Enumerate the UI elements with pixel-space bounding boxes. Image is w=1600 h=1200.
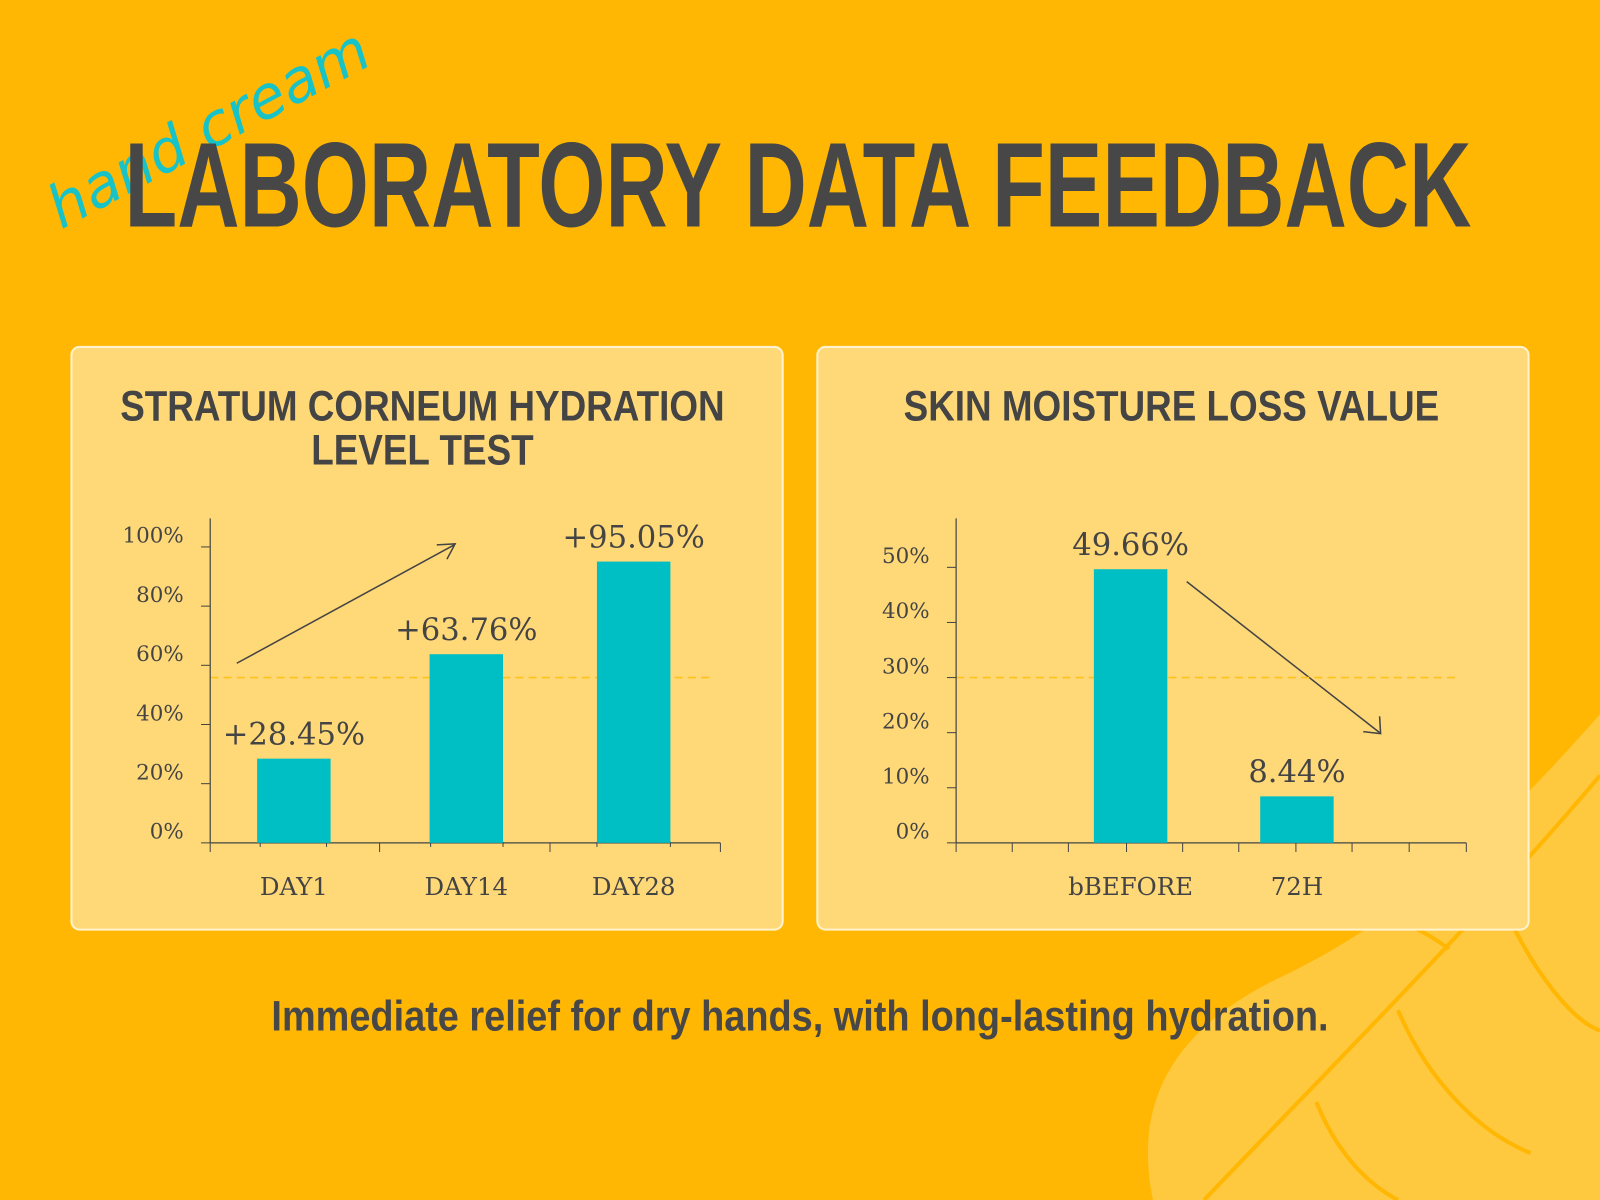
value-label: +95.05% [562,520,704,555]
chart-title: STRATUM CORNEUM HYDRATION [120,383,724,430]
y-tick-label: 50% [882,544,930,569]
main-title: LABORATORY DATA FEEDBACK [124,118,1471,253]
y-tick-label: 20% [882,709,930,734]
panel [816,345,1530,931]
trend-arrow [236,544,455,664]
bar [596,561,671,843]
tagline: Immediate relief for dry hands, with lon… [271,993,1328,1041]
y-tick-label: 10% [882,765,930,790]
arrow-head [1363,716,1382,735]
arrow-head [436,543,457,560]
y-tick-label: 20% [136,760,184,785]
x-tick-label: 72H [1271,872,1323,901]
y-tick-label: 40% [136,701,184,726]
chart-title: SKIN MOISTURE LOSS VALUE [904,383,1440,430]
chart-title: LEVEL TEST [311,427,533,474]
x-tick-label: bBEFORE [1068,872,1193,901]
y-tick-label: 0% [896,820,930,845]
y-tick-label: 30% [882,654,930,679]
value-label: 8.44% [1248,755,1345,790]
bar [1093,569,1168,843]
value-label: 49.66% [1072,528,1189,563]
y-tick-label: 40% [882,599,930,624]
bar [1260,796,1334,843]
value-label: +63.76% [395,613,537,648]
y-tick-label: 0% [150,820,184,845]
y-tick-label: 80% [136,583,184,608]
y-tick-label: 100% [122,524,183,549]
bar [257,758,331,843]
y-tick-label: 60% [136,642,184,667]
trend-arrow [1186,581,1381,734]
x-tick-label: DAY28 [592,872,676,901]
value-label: +28.45% [223,717,365,752]
x-tick-label: DAY1 [260,872,328,901]
bar [429,654,504,843]
x-tick-label: DAY14 [425,872,509,901]
